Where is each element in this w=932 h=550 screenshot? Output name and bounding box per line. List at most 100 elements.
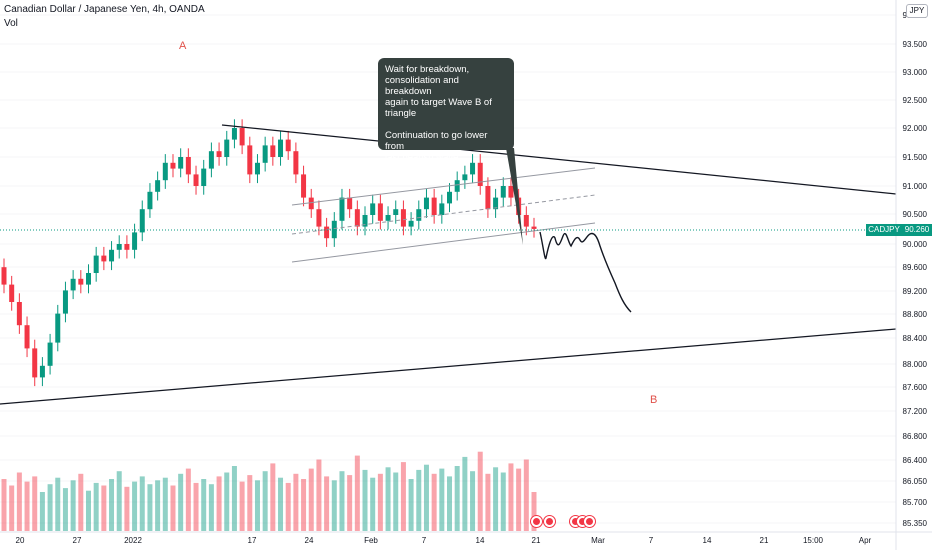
volume-bar (531, 492, 537, 531)
candle-body (193, 174, 199, 186)
time-tick-label: 20 (16, 536, 25, 545)
time-tick-label: 24 (305, 536, 314, 545)
candle-body (278, 139, 284, 157)
candle-body (431, 197, 437, 215)
candle-body (224, 139, 230, 157)
event-marker-icon[interactable] (584, 516, 595, 527)
volume-bar (508, 463, 514, 531)
price-tick-label: 87.200 (903, 407, 928, 416)
volume-bar (477, 451, 483, 531)
candle-body (185, 157, 191, 175)
volume-bar (431, 473, 437, 531)
time-axis[interactable]: 20 27 2022 17 24 Feb 7 14 21 Mar 7 14 21 15:00 Apr (16, 536, 872, 545)
price-tick-label: 89.200 (903, 287, 928, 296)
candle-body (70, 278, 76, 291)
candle-body (247, 145, 253, 175)
candle-body (439, 203, 445, 215)
channel-upper-line[interactable] (291, 167, 596, 206)
price-tick-label: 90.000 (903, 240, 928, 249)
channel-lower-line[interactable] (291, 222, 596, 263)
volume-bar (308, 468, 314, 531)
candle-body (447, 191, 453, 204)
candle-body (55, 313, 61, 343)
candle-body (162, 162, 168, 181)
candle-body (85, 273, 91, 285)
volume-bar (385, 467, 391, 531)
time-tick-label: 21 (760, 536, 769, 545)
channel-middle-line[interactable] (291, 194, 596, 235)
forecast-path[interactable] (539, 231, 632, 313)
candle-body (132, 232, 138, 250)
volume-bar (362, 469, 368, 531)
volume-bar (423, 464, 429, 531)
candle-body (254, 162, 260, 175)
event-marker-icon[interactable] (544, 516, 555, 527)
volume-bar (270, 463, 276, 531)
price-tick-label: 86.800 (903, 432, 928, 441)
volume-bar (178, 473, 184, 531)
candle-body (462, 174, 468, 181)
candle-body (470, 162, 476, 175)
time-tick-label: 14 (476, 536, 485, 545)
volume-bar (162, 477, 168, 531)
triangle-upper-trendline[interactable] (221, 124, 897, 195)
annotation-line: again to target Wave B of (385, 97, 492, 108)
candle-body (147, 191, 153, 210)
volume-bar (293, 473, 299, 531)
candle-body (308, 197, 314, 210)
volume-bar (24, 481, 30, 531)
volume-bar (239, 481, 245, 531)
price-tick-label: 91.500 (903, 153, 928, 162)
candle-body (101, 255, 107, 262)
candle-body (500, 186, 506, 198)
candle-body (408, 220, 414, 227)
candle-body (354, 209, 360, 227)
price-tick-label: 92.000 (903, 124, 928, 133)
volume-bar (109, 479, 115, 531)
candle-body (377, 203, 383, 221)
time-tick-label: Apr (859, 536, 872, 545)
volume-bar (324, 476, 330, 531)
candle-body (301, 174, 307, 198)
price-tick-label: 85.350 (903, 519, 928, 528)
volume-bar (316, 459, 322, 531)
candle-body (201, 168, 207, 186)
chart-title: Canadian Dollar / Japanese Yen, 4h, OAND… (4, 4, 205, 15)
candle-body (423, 197, 429, 210)
candle-body (155, 180, 161, 192)
volume-bar (470, 471, 476, 531)
time-tick-label: 2022 (124, 536, 142, 545)
annotation-callout[interactable]: Wait for breakdown, consolidation and br… (378, 58, 514, 163)
candle-body (216, 151, 222, 157)
price-tick-label: 86.400 (903, 456, 928, 465)
volume-bar (247, 475, 253, 531)
volume-bar (1, 479, 7, 531)
price-axis[interactable]: 93.90093.50093.00092.50092.00091.50091.0… (903, 11, 928, 528)
price-tick-label: 88.000 (903, 360, 928, 369)
price-tick-label: 86.050 (903, 477, 928, 486)
candle-body (32, 348, 38, 378)
candle-body (208, 151, 214, 169)
volume-bar (347, 475, 353, 531)
candle-body (347, 197, 353, 210)
price-tick-label: 90.500 (903, 210, 928, 219)
volume-bar (523, 459, 529, 531)
candle-body (385, 215, 391, 221)
candle-body (508, 186, 514, 198)
event-marker-icon[interactable] (531, 516, 542, 527)
wave-b-label: B (650, 394, 658, 406)
triangle-lower-trendline[interactable] (0, 328, 897, 405)
volume-bar (493, 467, 499, 531)
time-tick-label: 7 (422, 536, 427, 545)
candle-body (24, 325, 30, 349)
volume-bar (462, 456, 468, 531)
candle-body (331, 220, 337, 239)
candle-body (493, 197, 499, 210)
candle-body (1, 267, 7, 285)
currency-badge[interactable]: JPY (906, 4, 928, 18)
candle-body (9, 284, 15, 302)
volume-bar (47, 484, 53, 531)
candle-body (109, 249, 115, 262)
candle-body (531, 226, 537, 229)
